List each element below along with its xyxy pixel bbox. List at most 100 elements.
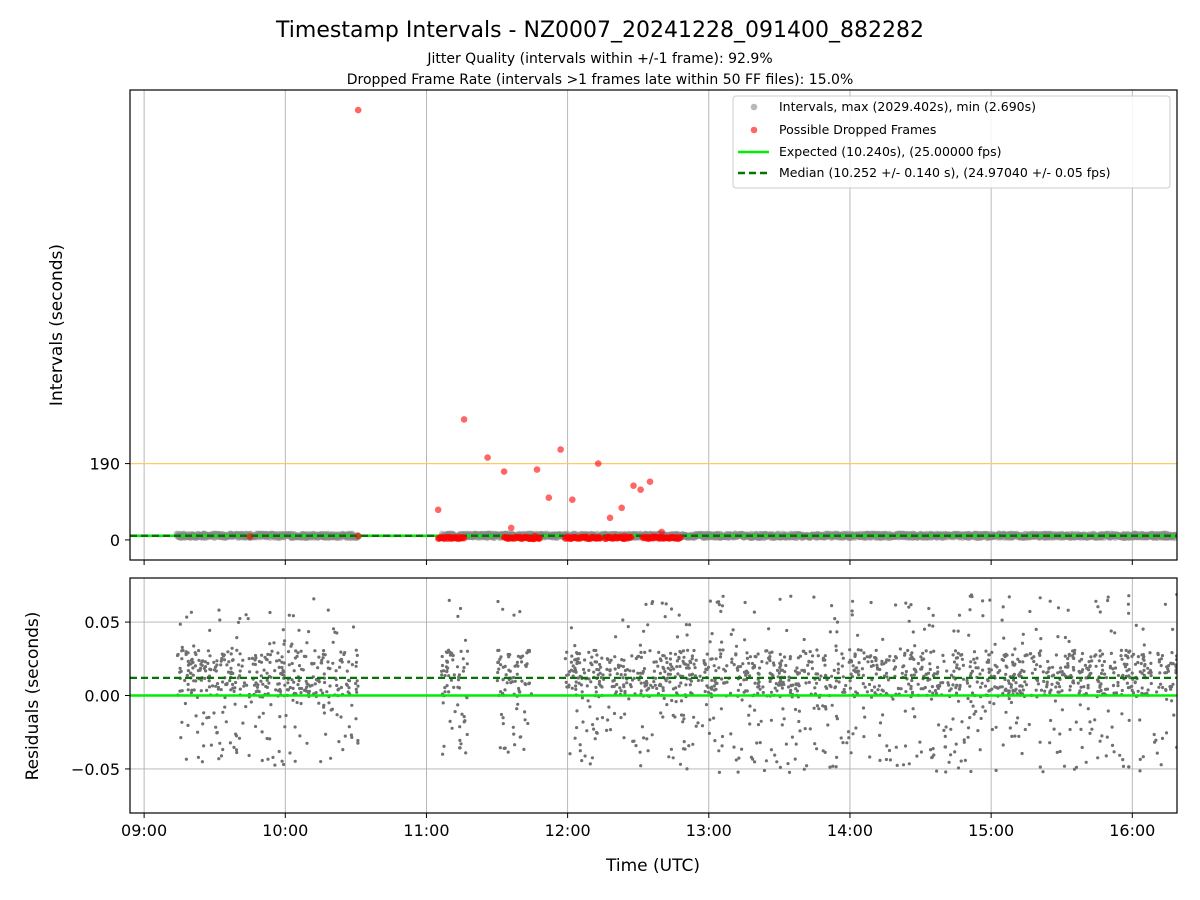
residual-point [833, 617, 837, 621]
residual-point [729, 632, 733, 637]
residual-point [193, 651, 197, 655]
residual-point [966, 696, 970, 701]
residual-point [835, 755, 839, 760]
residual-point [621, 676, 625, 680]
residual-point [1079, 685, 1083, 689]
residual-point [638, 643, 643, 647]
residual-point [1164, 731, 1169, 735]
residual-point [848, 648, 852, 652]
residual-point [968, 608, 972, 612]
residual-point [623, 712, 627, 716]
residual-point [189, 610, 193, 614]
residual-point [910, 678, 914, 683]
residual-point [969, 769, 973, 774]
residual-point [730, 660, 734, 665]
residual-point [885, 671, 889, 675]
residual-point [835, 717, 840, 721]
residual-point [669, 607, 674, 611]
residual-point [637, 678, 641, 682]
residual-point [1109, 651, 1113, 656]
residual-point [1058, 685, 1062, 689]
residual-point [931, 691, 935, 695]
residual-point [968, 665, 972, 669]
residual-point [305, 641, 309, 645]
residual-point [806, 672, 811, 676]
residual-point [293, 725, 297, 729]
residual-point [569, 668, 574, 672]
residual-point [900, 671, 904, 675]
residual-point [307, 630, 311, 634]
residual-point [202, 711, 206, 715]
residual-point [175, 653, 180, 658]
residual-point [836, 671, 840, 675]
residual-point [836, 662, 840, 666]
residual-point [511, 725, 515, 729]
residual-point [265, 736, 269, 741]
residual-point [1143, 664, 1147, 668]
residual-point [904, 690, 908, 694]
residual-point [703, 670, 707, 674]
residual-point [350, 703, 354, 707]
residual-point [229, 688, 233, 692]
residual-point [901, 763, 906, 767]
residual-point [1043, 689, 1047, 693]
residual-point [872, 685, 877, 689]
residual-point [1072, 681, 1076, 685]
residual-point [756, 691, 760, 695]
residual-point [802, 669, 807, 674]
residual-point [834, 648, 838, 653]
residual-point [354, 648, 358, 652]
residual-point [978, 748, 982, 752]
residual-point [1001, 743, 1005, 747]
x-tick-label: 12:00 [545, 821, 591, 840]
dropped-frame-point [649, 533, 656, 540]
residual-point [686, 663, 690, 667]
residual-point [569, 660, 574, 664]
residual-point [664, 679, 668, 683]
residual-point [845, 741, 849, 745]
residual-point [574, 684, 578, 688]
residual-point [639, 650, 643, 655]
residual-point [970, 691, 975, 695]
residual-point [1018, 689, 1022, 693]
residual-point [687, 666, 691, 670]
residual-point [1038, 596, 1042, 600]
residual-point [1063, 635, 1067, 640]
residual-point [751, 666, 755, 670]
residual-point [718, 648, 722, 652]
residual-point [661, 686, 665, 690]
residual-point [1033, 667, 1037, 672]
residual-point [990, 650, 994, 655]
residual-point [956, 651, 960, 655]
residual-point [793, 757, 797, 761]
bottom-data-layer [130, 592, 1177, 775]
residual-point [593, 660, 597, 664]
residual-point [798, 729, 802, 733]
residual-point [595, 653, 599, 657]
residual-point [597, 679, 602, 684]
residual-point [188, 671, 193, 675]
residual-point [787, 678, 791, 682]
residual-point [1056, 690, 1060, 694]
residual-point [220, 657, 224, 661]
residual-point [1124, 648, 1128, 653]
residual-point [253, 658, 257, 662]
residual-point [957, 613, 962, 617]
residual-point [1123, 665, 1128, 669]
residual-point [1082, 685, 1086, 689]
dropped-frame-point [536, 534, 543, 542]
residual-point [640, 725, 645, 729]
residual-point [347, 725, 351, 729]
residual-point [1134, 623, 1138, 628]
residual-point [591, 723, 595, 727]
residual-point [954, 686, 958, 690]
residual-point [834, 644, 838, 648]
residual-point [928, 667, 932, 672]
residual-point [665, 703, 669, 707]
residual-point [835, 620, 840, 624]
residual-point [227, 660, 231, 664]
legend-label-median: Median (10.252 +/- 0.140 s), (24.97040 +… [779, 165, 1110, 180]
residual-point [884, 691, 888, 695]
residual-point [935, 672, 939, 676]
residual-point [810, 660, 814, 664]
